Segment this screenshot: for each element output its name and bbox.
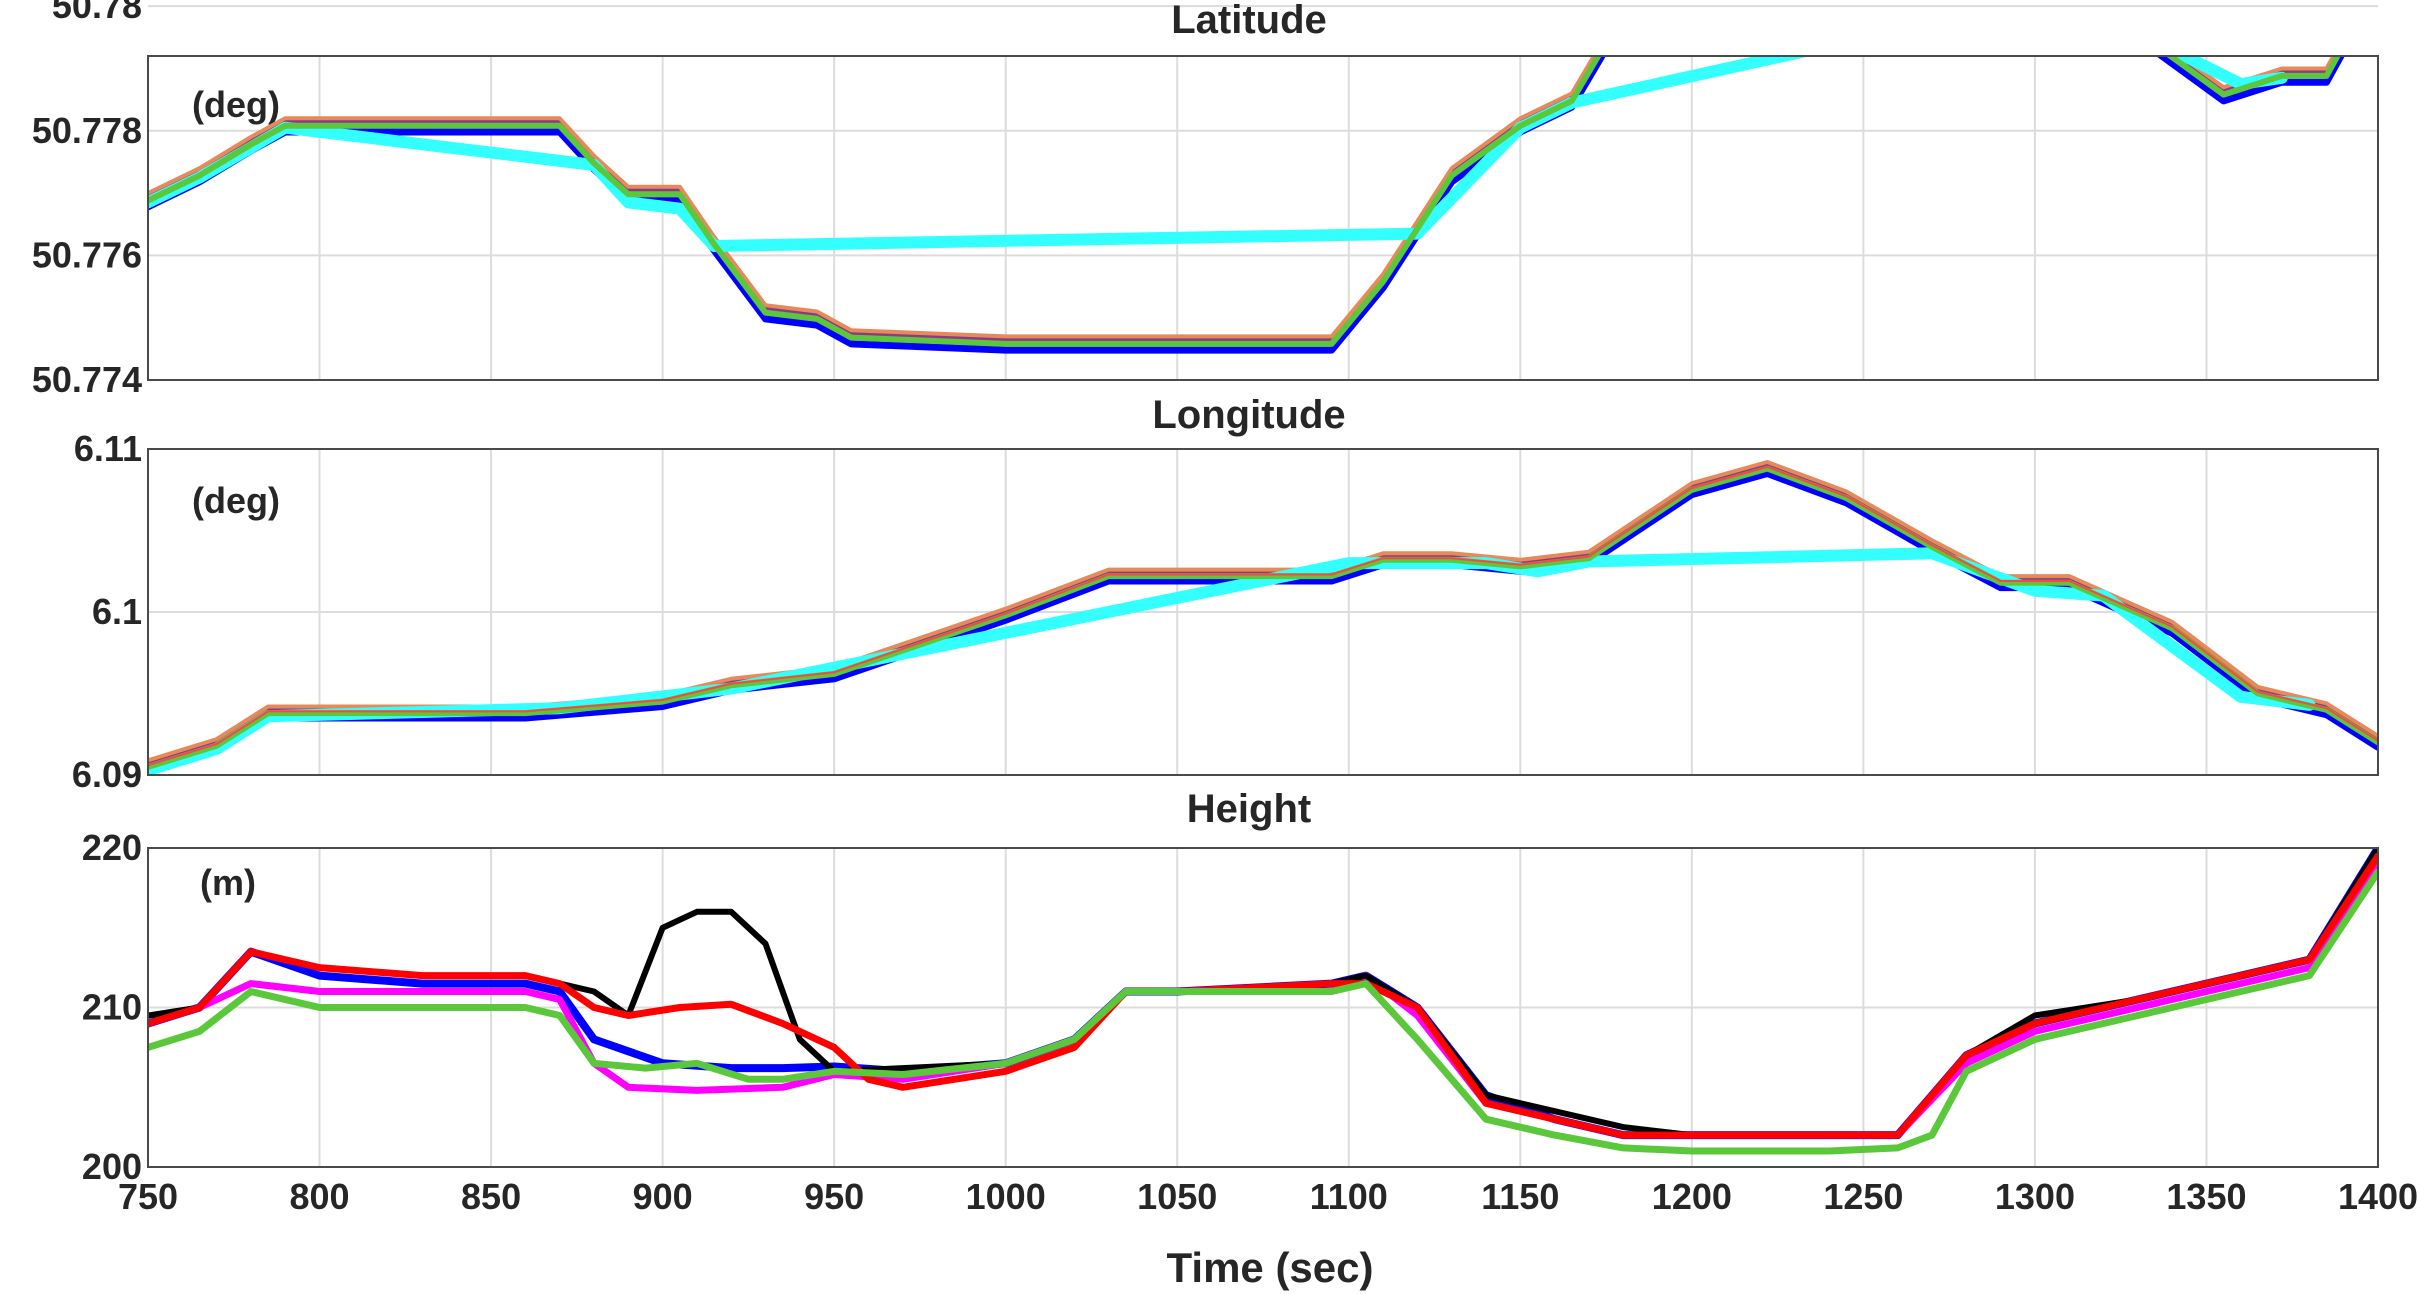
height-y-tick-label: 210 (82, 987, 142, 1028)
height-series-line-4 (148, 868, 2378, 1155)
x-tick-label: 1400 (2338, 1176, 2417, 1217)
height-unit-label: (m) (200, 862, 256, 903)
longitude-title: Longitude (1152, 393, 1345, 437)
latitude-series-line-5 (148, 56, 2341, 347)
x-tick-label: 1200 (1652, 1176, 1732, 1217)
latitude-series-line-1 (148, 56, 2338, 342)
longitude-panel: Longitude (deg) 6.09 6.1 6.11 (72, 393, 2379, 795)
longitude-grid (147, 448, 2379, 776)
x-tick-label: 1050 (1137, 1176, 1217, 1217)
x-tick-label: 800 (289, 1176, 349, 1217)
height-series-line-3 (148, 852, 2378, 1139)
longitude-series-line-3 (148, 547, 2316, 775)
latitude-series-group (148, 56, 2345, 354)
x-tick-label: 1100 (1310, 1176, 1388, 1217)
latitude-y-tick-label: 50.774 (32, 359, 142, 400)
x-tick-label: 1300 (1995, 1176, 2075, 1217)
latitude-y-tick-label: 50.776 (32, 234, 142, 275)
longitude-series-line-4 (148, 465, 2378, 770)
longitude-series-line-5 (148, 465, 2378, 767)
longitude-y-tick-label: 6.1 (92, 591, 142, 632)
latitude-series-line-0 (148, 56, 2345, 354)
latitude-panel: Latitude (deg) 50.774 50.776 50.778 50.78 (32, 0, 2379, 400)
height-series-group (148, 848, 2378, 1155)
latitude-y-tick-label: 50.778 (32, 110, 142, 151)
height-y-tick-label: 220 (82, 827, 142, 868)
latitude-series-line-3 (148, 56, 2339, 345)
x-tick-label: 1150 (1481, 1176, 1559, 1217)
height-series-line-1 (148, 860, 2378, 1139)
latitude-title: Latitude (1171, 0, 1327, 42)
longitude-axes-frame (147, 448, 2379, 776)
longitude-series-line-0 (148, 470, 2378, 775)
x-tick-label: 900 (633, 1176, 693, 1217)
latitude-grid (147, 5, 2379, 381)
x-tick-label: 1000 (966, 1176, 1046, 1217)
x-tick-label: 1250 (1823, 1176, 1903, 1217)
longitude-unit-label: (deg) (192, 480, 280, 521)
latitude-unit-label: (deg) (192, 84, 280, 125)
height-y-tick-label: 200 (82, 1146, 142, 1187)
height-axes-frame (147, 847, 2379, 1168)
x-axis-label: Time (sec) (1167, 1244, 1374, 1291)
x-tick-label: 750 (118, 1176, 178, 1217)
latitude-y-tick-label: 50.78 (52, 0, 142, 26)
latitude-axes-frame (147, 55, 2379, 381)
height-panel: Height (m) Time (sec) 200 210 220 750 800 850… (82, 787, 2417, 1291)
longitude-y-tick-label: 6.11 (74, 428, 142, 469)
longitude-y-tick-label: 6.09 (72, 754, 142, 795)
latitude-series-line-2 (148, 56, 2336, 339)
x-tick-label: 950 (804, 1176, 864, 1217)
height-title: Height (1187, 787, 1311, 831)
x-tick-label: 1350 (2166, 1176, 2246, 1217)
longitude-series-group (148, 460, 2378, 775)
x-tick-label: 850 (461, 1176, 521, 1217)
